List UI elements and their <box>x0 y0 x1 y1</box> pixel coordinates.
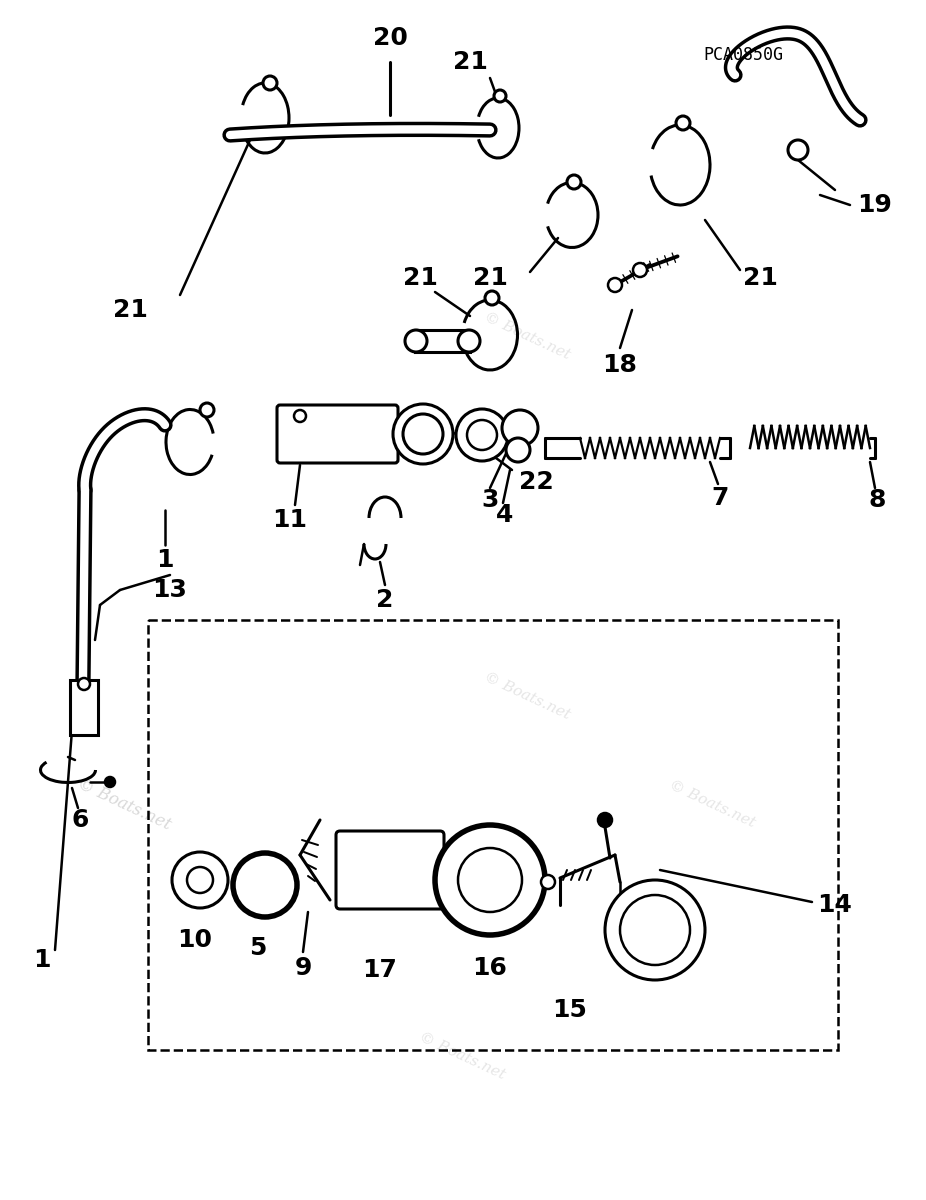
Text: © Boats.net: © Boats.net <box>667 778 757 830</box>
Text: 21: 21 <box>743 266 778 290</box>
Circle shape <box>605 880 705 980</box>
Circle shape <box>200 403 214 416</box>
Text: 18: 18 <box>603 353 637 377</box>
Text: PCA0850G: PCA0850G <box>704 46 783 64</box>
Circle shape <box>263 76 277 90</box>
FancyBboxPatch shape <box>336 830 444 910</box>
Circle shape <box>598 814 612 827</box>
Circle shape <box>233 853 297 917</box>
Bar <box>70 680 98 734</box>
Text: © Boats.net: © Boats.net <box>74 775 173 833</box>
Circle shape <box>78 678 90 690</box>
Text: 9: 9 <box>294 956 312 980</box>
Text: 21: 21 <box>403 266 437 290</box>
Text: © Boats.net: © Boats.net <box>417 1030 507 1082</box>
Circle shape <box>172 852 228 908</box>
Text: © Boats.net: © Boats.net <box>482 670 572 722</box>
Text: 6: 6 <box>71 808 89 832</box>
Text: 5: 5 <box>249 936 267 960</box>
Circle shape <box>405 330 427 352</box>
Text: 13: 13 <box>153 578 187 602</box>
Text: 14: 14 <box>818 893 853 917</box>
Text: 21: 21 <box>453 50 487 74</box>
Circle shape <box>676 116 690 130</box>
Text: © Boats.net: © Boats.net <box>482 310 572 362</box>
Text: 2: 2 <box>376 588 394 612</box>
Circle shape <box>435 826 545 935</box>
Circle shape <box>458 330 480 352</box>
Text: 21: 21 <box>113 298 147 322</box>
Text: 15: 15 <box>553 998 587 1022</box>
Circle shape <box>403 414 443 454</box>
Circle shape <box>541 875 555 889</box>
Circle shape <box>502 410 538 446</box>
Text: 7: 7 <box>711 486 729 510</box>
Text: 20: 20 <box>372 26 407 50</box>
Circle shape <box>608 278 622 292</box>
Text: 19: 19 <box>857 193 893 217</box>
Circle shape <box>633 263 647 277</box>
Text: 21: 21 <box>472 266 507 290</box>
Text: 11: 11 <box>272 508 307 532</box>
Bar <box>148 620 838 1050</box>
Text: 17: 17 <box>363 958 397 982</box>
Circle shape <box>506 438 530 462</box>
FancyBboxPatch shape <box>277 404 398 463</box>
Text: 22: 22 <box>519 470 554 494</box>
Text: 1: 1 <box>156 548 174 572</box>
Text: 16: 16 <box>472 956 507 980</box>
Text: 4: 4 <box>496 503 514 527</box>
Circle shape <box>494 90 506 102</box>
Bar <box>415 330 470 352</box>
Text: 3: 3 <box>482 488 499 512</box>
Circle shape <box>788 140 808 160</box>
Circle shape <box>294 410 306 422</box>
Circle shape <box>456 409 508 461</box>
Circle shape <box>567 175 581 188</box>
Text: 1: 1 <box>33 948 51 972</box>
Circle shape <box>485 290 499 305</box>
Text: 10: 10 <box>178 928 212 952</box>
Circle shape <box>393 404 453 464</box>
Text: 8: 8 <box>869 488 885 512</box>
Circle shape <box>105 778 115 787</box>
